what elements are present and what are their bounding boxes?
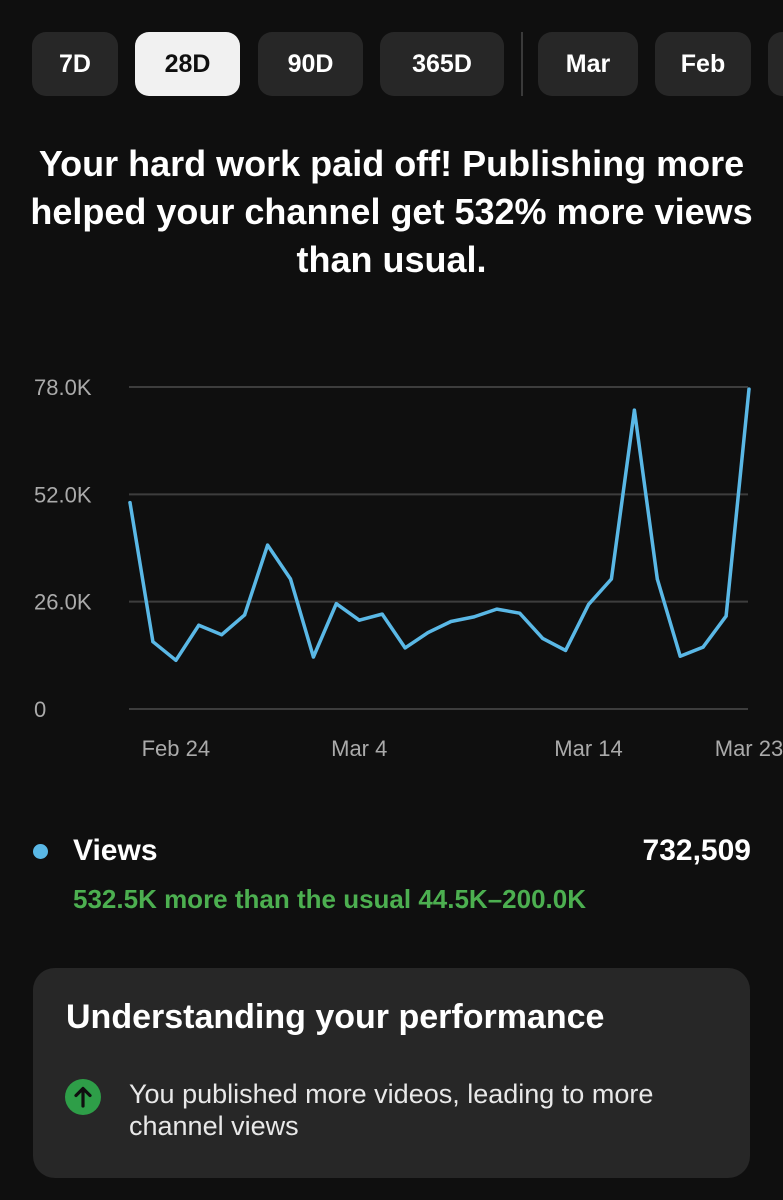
views-data-point	[563, 648, 568, 652]
views-data-point	[288, 577, 293, 581]
views-data-point	[495, 607, 499, 611]
views-data-point	[151, 640, 155, 644]
x-tick-label: Mar 14	[554, 736, 622, 761]
views-data-point	[403, 646, 407, 650]
y-tick-label: 0	[34, 697, 46, 722]
views-data-point	[265, 543, 270, 547]
views-legend-label: Views	[73, 834, 158, 867]
views-data-point	[174, 658, 178, 662]
views-data-point	[311, 655, 316, 659]
x-tick-label: Mar 23	[715, 736, 783, 761]
views-data-point	[747, 387, 751, 391]
insight-item-text: You published more videos, leading to mo…	[129, 1079, 654, 1141]
tab-feb[interactable]: Feb	[655, 32, 751, 96]
insights-card: Understanding your performance You publi…	[33, 968, 750, 1178]
views-data-point	[701, 645, 705, 649]
views-legend-dot	[33, 844, 48, 859]
views-total: 732,509	[642, 834, 751, 867]
tab-more[interactable]	[768, 32, 783, 96]
views-data-point	[724, 614, 728, 618]
views-data-point	[128, 500, 132, 505]
tab-divider	[521, 32, 523, 96]
views-data-point	[334, 602, 338, 606]
tab-mar[interactable]: Mar	[538, 32, 638, 96]
arrow-up-icon	[65, 1079, 101, 1115]
views-data-point	[197, 623, 201, 627]
views-data-point	[220, 633, 224, 637]
tab-90d[interactable]: 90D	[258, 32, 363, 96]
x-tick-label: Mar 4	[331, 736, 387, 761]
views-data-point	[426, 631, 430, 635]
date-range-tabs: 7D 28D 90D 365D Mar Feb	[32, 32, 783, 96]
views-data-point	[586, 602, 591, 607]
views-legend: Views 732,509	[30, 826, 753, 876]
views-data-point	[609, 577, 614, 581]
views-data-point	[655, 577, 659, 581]
views-data-point	[678, 654, 682, 658]
views-data-point	[632, 408, 636, 412]
tab-7d[interactable]: 7D	[32, 32, 118, 96]
views-series-line	[128, 387, 751, 663]
views-chart: 78.0K 52.0K 26.0K 0 Feb 24 Mar 4 Mar 14 Mar 23	[34, 375, 783, 761]
y-tick-label: 78.0K	[34, 375, 92, 400]
views-data-point	[472, 615, 476, 619]
insights-title: Understanding your performance	[66, 998, 605, 1036]
views-comparison: 532.5K more than the usual 44.5K–200.0K	[73, 884, 587, 914]
views-data-point	[541, 636, 545, 641]
tab-365d[interactable]: 365D	[380, 32, 504, 96]
views-data-point	[380, 612, 384, 616]
x-tick-label: Feb 24	[142, 736, 211, 761]
views-data-point	[449, 619, 453, 624]
tab-28d[interactable]: 28D	[135, 32, 240, 96]
y-tick-label: 26.0K	[34, 590, 92, 615]
views-data-point	[518, 611, 522, 615]
y-tick-label: 52.0K	[34, 482, 92, 507]
headline: Your hard work paid off! Publishing more…	[30, 143, 753, 280]
views-data-point	[243, 613, 247, 617]
views-data-point	[357, 618, 361, 622]
